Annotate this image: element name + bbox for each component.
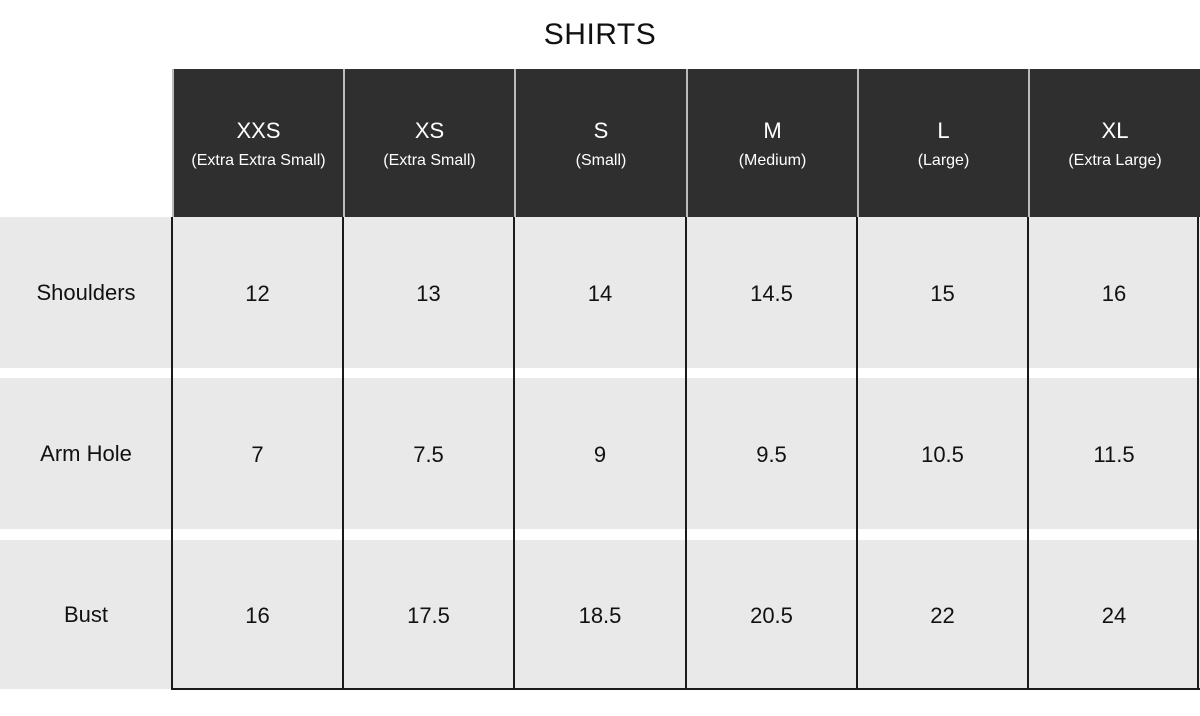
- row-label: Arm Hole: [40, 440, 132, 466]
- size-code: S: [593, 118, 609, 143]
- table-cell: 16: [1101, 280, 1127, 306]
- table-cell: 14.5: [750, 280, 793, 306]
- size-name: (Extra Large): [1068, 152, 1162, 169]
- table-cell: 16: [245, 602, 270, 628]
- header-cell-s: S (Small): [514, 69, 686, 217]
- size-name: (Small): [575, 152, 627, 169]
- size-code: XS: [414, 118, 445, 143]
- table-row: [0, 378, 1200, 529]
- header-cell-xs: XS (Extra Small): [343, 69, 514, 217]
- bottom-border: [171, 688, 1200, 690]
- table-cell: 11.5: [1093, 441, 1135, 467]
- column-divider: [1197, 217, 1199, 690]
- table-row: [0, 217, 1200, 368]
- size-code: XXS: [236, 118, 281, 143]
- column-divider: [171, 217, 173, 690]
- table-cell: 7.5: [413, 441, 444, 467]
- size-name: (Medium): [738, 152, 807, 169]
- row-label: Shoulders: [36, 279, 136, 305]
- table-cell: 15: [930, 280, 955, 306]
- table-cell: 10.5: [921, 441, 964, 467]
- header-cell-m: M (Medium): [686, 69, 857, 217]
- table-row: [0, 540, 1200, 689]
- column-divider: [342, 217, 344, 690]
- table-cell: 20.5: [750, 602, 793, 628]
- header-cell-l: L (Large): [857, 69, 1028, 217]
- size-name: (Large): [917, 152, 970, 169]
- size-code: L: [937, 118, 950, 143]
- table-cell: 9: [593, 441, 607, 467]
- table-cell: 17.5: [407, 602, 450, 628]
- size-name: (Extra Extra Small): [191, 152, 326, 169]
- column-divider: [1027, 217, 1029, 690]
- size-name: (Extra Small): [383, 152, 476, 169]
- chart-title: SHIRTS: [543, 18, 657, 51]
- table-cell: 13: [416, 280, 441, 306]
- table-cell: 12: [245, 280, 270, 306]
- column-divider: [685, 217, 687, 690]
- header-cell-xxs: XXS (Extra Extra Small): [172, 69, 343, 217]
- size-code: XL: [1101, 118, 1129, 143]
- table-cell: 24: [1101, 602, 1127, 628]
- table-cell: 7: [251, 441, 264, 467]
- size-code: M: [763, 118, 782, 143]
- header-cell-xl: XL (Extra Large): [1028, 69, 1200, 217]
- table-cell: 14: [587, 280, 613, 306]
- table-cell: 22: [930, 602, 955, 628]
- column-divider: [513, 217, 515, 690]
- column-divider: [856, 217, 858, 690]
- row-label: Bust: [63, 601, 109, 627]
- table-cell: 9.5: [756, 441, 787, 467]
- table-cell: 18.5: [578, 602, 622, 628]
